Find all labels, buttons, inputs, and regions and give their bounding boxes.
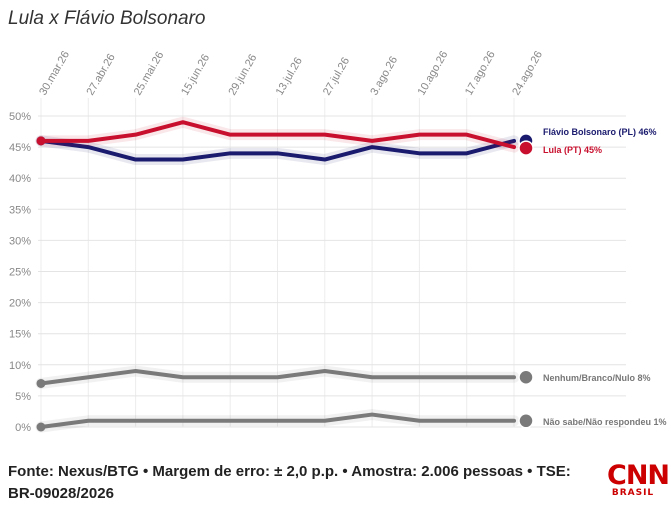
y-tick-label: 15%	[9, 329, 31, 341]
x-tick-label: 25.mai.26	[132, 50, 167, 98]
series-end-marker	[518, 413, 534, 429]
y-tick-label: 25%	[9, 267, 31, 279]
y-tick-label: 20%	[9, 298, 31, 310]
chart-title: Lula x Flávio Bolsonaro	[8, 8, 206, 29]
x-tick-label: 30.mar.26	[37, 49, 72, 97]
x-tick-label: 27.abr.26	[85, 52, 118, 98]
y-tick-label: 40%	[9, 173, 31, 185]
x-tick-label: 24.ago.26	[510, 49, 545, 97]
y-tick-label: 50%	[9, 111, 31, 123]
series-line	[39, 120, 516, 150]
cnn-brasil-logo: CNN BRASIL	[607, 460, 670, 502]
y-tick-label: 10%	[9, 360, 31, 372]
x-tick-label: 3.ago.26	[368, 54, 400, 97]
x-tick-label: 17.ago.26	[463, 49, 498, 97]
series-start-marker	[36, 378, 46, 388]
series-end-label: Nenhum/Branco/Nulo 8%	[543, 373, 651, 383]
series-line	[39, 138, 516, 162]
series-end-label: Flávio Bolsonaro (PL) 46%	[543, 127, 657, 137]
source-note: Fonte: Nexus/BTG • Margem de erro: ± 2,0…	[8, 463, 571, 502]
x-tick-label: 15.jun.26	[179, 52, 212, 97]
x-tick-label: 27.jul.26	[321, 55, 352, 97]
series-line	[39, 412, 516, 429]
y-tick-label: 5%	[15, 391, 31, 403]
series-end-label: Lula (PT) 45%	[543, 145, 602, 155]
logo-brasil-text: BRASIL	[611, 488, 655, 498]
logo-cnn-text: CNN	[607, 460, 670, 491]
x-tick-label: 13.jul.26	[274, 55, 305, 97]
y-tick-label: 35%	[9, 204, 31, 216]
series-start-marker	[36, 422, 46, 432]
series-end-marker	[518, 140, 534, 156]
y-tick-label: 0%	[15, 422, 31, 434]
series-end-label: Não sabe/Não respondeu 1%	[543, 417, 667, 427]
x-tick-label: 29.jun.26	[226, 52, 259, 97]
y-tick-label: 45%	[9, 142, 31, 154]
series-line	[39, 369, 516, 386]
y-tick-label: 30%	[9, 235, 31, 247]
series-end-marker	[518, 369, 534, 385]
x-tick-label: 10.ago.26	[416, 49, 451, 97]
line-chart: 0% 5% 10% 15% 20% 25% 30% 35% 40% 45% 50% 30.mar.26…	[9, 49, 667, 434]
series-start-marker	[36, 136, 46, 146]
